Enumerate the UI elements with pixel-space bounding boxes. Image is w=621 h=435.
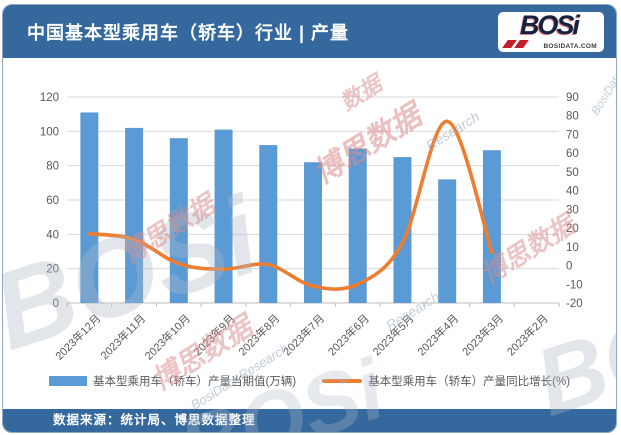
- svg-text:2023年5月: 2023年5月: [369, 311, 416, 358]
- bar-2023年8月: [259, 145, 278, 303]
- bosi-logo: BOSi BOSIDATA.COM: [498, 11, 604, 52]
- chart-area: 0 20 40 60 80 100 120 -20 -10 0 10 20 30 40 50 60 70 80 90…: [3, 58, 616, 410]
- svg-text:80: 80: [566, 111, 579, 123]
- svg-text:2023年9月: 2023年9月: [191, 311, 238, 358]
- svg-text:2023年12月: 2023年12月: [52, 311, 103, 362]
- combo-bar-line-chart: 0 20 40 60 80 100 120 -20 -10 0 10 20 30 40 50 60 70 80 90…: [40, 92, 583, 363]
- bar-2023年10月: [169, 138, 188, 303]
- svg-text:-10: -10: [566, 279, 583, 291]
- growth-line: [87, 119, 494, 291]
- svg-text:2023年7月: 2023年7月: [280, 311, 327, 358]
- svg-text:40: 40: [566, 186, 579, 198]
- bosi-logo-text: BOSi: [519, 11, 580, 40]
- svg-text:120: 120: [40, 92, 59, 104]
- source-bar: 数据来源：统计局、博思数据整理: [3, 409, 616, 432]
- svg-text:2023年3月: 2023年3月: [459, 311, 506, 358]
- legend-label-production: 基本型乘用车（轿车）产量当期值(万辆): [92, 376, 297, 388]
- svg-text:10: 10: [566, 242, 579, 254]
- legend-label-growth: 基本型乘用车（轿车）产量同比增长(%): [368, 376, 571, 388]
- svg-text:2023年2月: 2023年2月: [504, 311, 551, 358]
- svg-text:20: 20: [46, 264, 59, 276]
- legend: 基本型乘用车（轿车）产量当期值(万辆) 基本型乘用车（轿车）产量同比增长(%): [3, 373, 616, 389]
- bar-2023年3月: [482, 150, 501, 303]
- svg-text:2023年10月: 2023年10月: [142, 311, 193, 362]
- line-series: [87, 119, 494, 291]
- x-axis: [66, 302, 560, 307]
- svg-text:40: 40: [46, 229, 59, 241]
- svg-text:2023年6月: 2023年6月: [325, 311, 372, 358]
- line-series-swatch: [322, 379, 363, 383]
- svg-text:20: 20: [566, 223, 579, 235]
- bar-2023年9月: [214, 129, 233, 303]
- svg-text:50: 50: [566, 167, 579, 179]
- bar-2023年5月: [393, 157, 412, 303]
- bar-series: [80, 112, 501, 304]
- svg-text:2023年8月: 2023年8月: [235, 311, 282, 358]
- source-text: 数据来源：统计局、博思数据整理: [53, 413, 256, 427]
- legend-item-growth: 基本型乘用车（轿车）产量同比增长(%): [322, 373, 570, 389]
- header: 中国基本型乘用车（轿车）行业 | 产量 BOSi BOSIDATA.COM: [3, 5, 616, 58]
- svg-text:90: 90: [566, 92, 579, 104]
- svg-text:0: 0: [53, 298, 59, 310]
- bar-2023年7月: [304, 162, 322, 303]
- bar-2023年4月: [438, 179, 457, 303]
- bar-2023年11月: [125, 127, 144, 304]
- svg-text:80: 80: [46, 161, 59, 173]
- bosi-logo-stripes-icon: [502, 39, 531, 48]
- bar-series-swatch: [48, 376, 87, 386]
- legend-item-production: 基本型乘用车（轿车）产量当期值(万辆): [48, 373, 297, 389]
- svg-text:2023年4月: 2023年4月: [414, 311, 461, 358]
- svg-text:0: 0: [566, 261, 572, 273]
- svg-text:30: 30: [566, 204, 579, 216]
- right-axis-labels: -20 -10 0 10 20 30 40 50 60 70 80 90: [566, 92, 583, 310]
- svg-text:-20: -20: [566, 298, 583, 310]
- svg-text:60: 60: [46, 195, 59, 207]
- bar-2023年12月: [80, 112, 99, 303]
- svg-text:100: 100: [40, 126, 59, 138]
- svg-text:70: 70: [566, 129, 579, 141]
- bosi-logo-domain: BOSIDATA.COM: [543, 42, 597, 50]
- page-title: 中国基本型乘用车（轿车）行业 | 产量: [27, 22, 350, 43]
- svg-text:60: 60: [566, 148, 579, 160]
- bar-2023年6月: [348, 148, 367, 303]
- svg-text:2023年11月: 2023年11月: [97, 311, 148, 362]
- left-axis-labels: 0 20 40 60 80 100 120: [40, 92, 59, 310]
